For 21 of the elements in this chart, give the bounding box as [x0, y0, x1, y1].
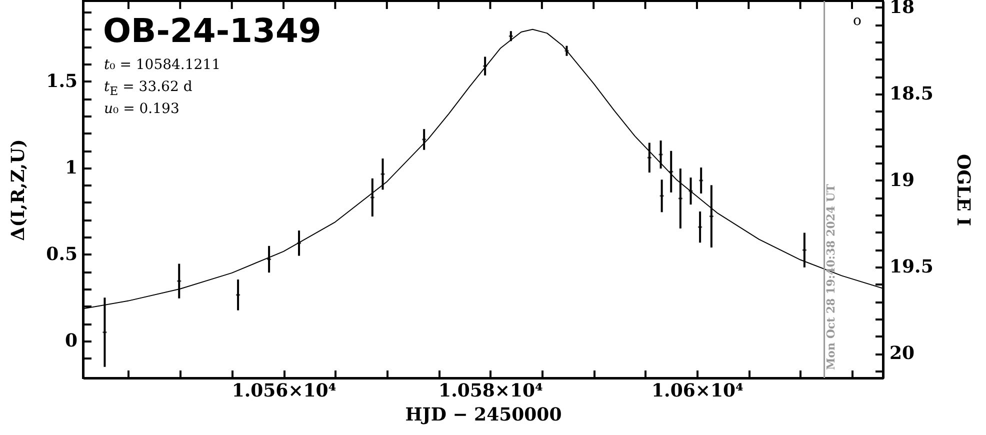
y-axis-title: Δ(I,R,Z,U) — [8, 139, 30, 241]
y2-tick-label: 18 — [890, 0, 915, 18]
y-tick-label: 1.5 — [46, 70, 78, 92]
y-tick-label: 1 — [64, 157, 78, 178]
y2-axis-title: OGLE I — [952, 154, 974, 226]
y2-tick-label: 19 — [890, 170, 915, 191]
annotation: u₀ = 0.193 — [104, 101, 180, 117]
annotation: t$_{E}$ = 33.62 d — [104, 79, 192, 98]
y2-tick-label: 19.5 — [890, 256, 934, 278]
y-tick-label: 0 — [64, 330, 78, 352]
y2-tick-label: 20 — [890, 343, 915, 364]
y2-tick-label: 18.5 — [890, 83, 934, 104]
annotation: Mon Oct 28 19:40:38 2024 UT — [824, 183, 838, 370]
annotation: t₀ = 10584.1211 — [104, 57, 220, 73]
x-tick-label: 1.056×10⁴ — [232, 380, 336, 402]
x-tick-label: 1.06×10⁴ — [652, 380, 744, 402]
chart-title: OB-24-1349 — [103, 11, 322, 50]
x-tick-label: 1.058×10⁴ — [438, 380, 544, 402]
x-axis-title: HJD − 2450000 — [405, 404, 562, 426]
annotation: o — [853, 13, 862, 29]
y-tick-label: 0.5 — [46, 244, 78, 265]
